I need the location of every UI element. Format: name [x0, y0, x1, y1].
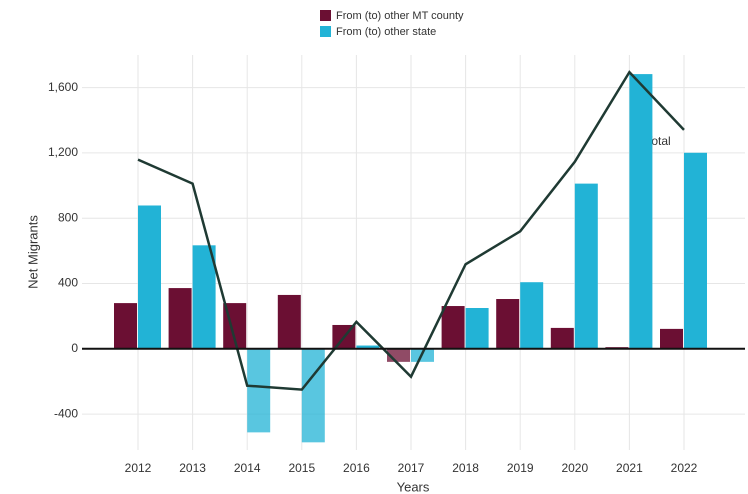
bar [138, 205, 161, 349]
bar [301, 348, 325, 443]
x-tick-label: 2017 [398, 461, 425, 475]
legend-swatch [320, 26, 331, 37]
bar [550, 327, 574, 349]
y-axis-label: Net Migrants [25, 215, 40, 289]
legend-swatch [320, 10, 331, 21]
legend-label: From (to) other MT county [336, 10, 464, 22]
x-tick-label: 2016 [343, 461, 370, 475]
x-tick-label: 2019 [507, 461, 534, 475]
x-tick-label: 2015 [288, 461, 315, 475]
y-tick-label: 400 [58, 276, 78, 290]
bar [574, 183, 598, 349]
bar [277, 294, 301, 349]
bar [168, 288, 192, 349]
x-tick-label: 2021 [616, 461, 643, 475]
total-line [137, 70, 685, 391]
bar [520, 282, 544, 349]
bar [465, 307, 489, 349]
legend-label: From (to) other state [336, 26, 436, 38]
x-axis-label: Years [397, 479, 430, 494]
x-tick-label: 2012 [125, 461, 152, 475]
bar [114, 303, 137, 349]
bar [496, 299, 520, 349]
bar [684, 152, 707, 349]
x-tick-label: 2014 [234, 461, 261, 475]
bar [441, 306, 465, 349]
y-tick-label: 0 [71, 341, 78, 355]
y-tick-label: 1,600 [48, 80, 78, 94]
bar [192, 245, 216, 349]
bar [660, 328, 683, 349]
bar [356, 345, 380, 349]
x-tick-label: 2018 [452, 461, 479, 475]
y-tick-label: 800 [58, 210, 78, 224]
y-tick-label: -400 [54, 406, 78, 420]
x-tick-label: 2013 [179, 461, 206, 475]
x-tick-label: 2020 [561, 461, 588, 475]
y-tick-label: 1,200 [48, 145, 78, 159]
bar [629, 74, 653, 349]
bar [247, 348, 271, 433]
x-tick-label: 2022 [671, 461, 698, 475]
